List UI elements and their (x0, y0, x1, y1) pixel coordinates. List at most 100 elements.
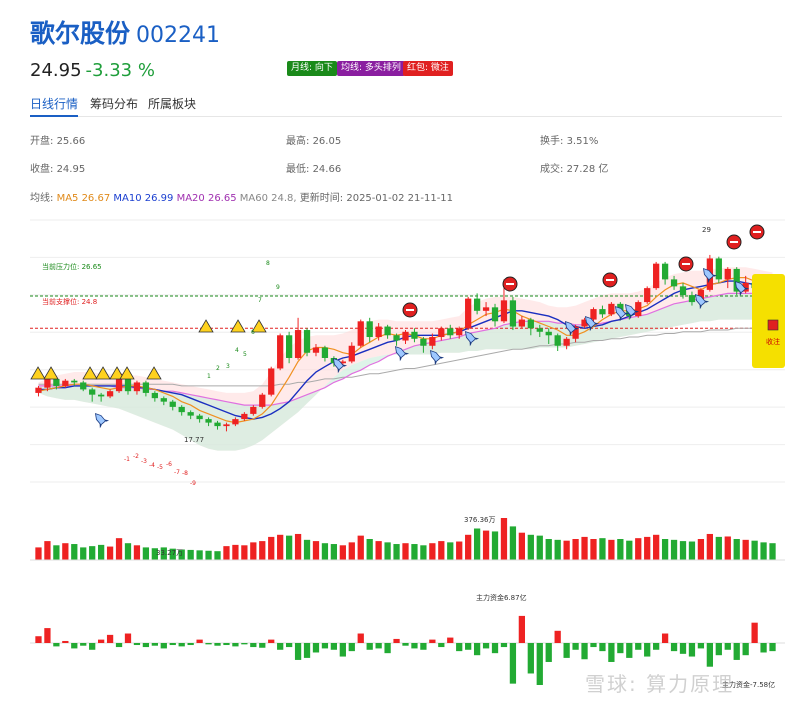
stat-turnover: 换手: 3.51% (540, 136, 599, 147)
volume-bar (98, 544, 105, 560)
candle-body (688, 295, 696, 303)
volume-bar (133, 545, 141, 560)
rocket-body (585, 316, 597, 329)
stat-open: 开盘: 25.66 (30, 136, 86, 147)
stop-bar (682, 263, 690, 265)
candle-body (339, 361, 346, 364)
candle-body (491, 307, 499, 322)
capital-bar (62, 640, 69, 643)
band-lower-area (38, 293, 773, 451)
capital-bar (98, 639, 105, 643)
candle-body (724, 268, 731, 280)
candle-body (599, 309, 606, 315)
tab-divider (30, 116, 782, 117)
capital-label: 主力资金6.87亿 (476, 593, 527, 602)
volume-panel (30, 518, 785, 561)
candle-body (420, 338, 427, 346)
stat-high: 最高: 26.05 (286, 136, 342, 147)
volume-bar (465, 534, 472, 560)
candle-body (250, 406, 257, 414)
capital-bar (115, 643, 123, 648)
candle-body (294, 330, 302, 358)
candle-body (393, 335, 400, 341)
capital-bar (715, 643, 722, 656)
tab-sectors[interactable]: 所属板块 (148, 97, 197, 111)
capital-bar (250, 643, 257, 648)
volume-bar (679, 541, 687, 560)
volume-bar (536, 535, 543, 560)
signals (30, 224, 765, 429)
volume-bar (626, 540, 633, 560)
volume-bar (142, 547, 150, 560)
volume-bar (563, 540, 570, 560)
capital-bar (706, 643, 713, 667)
capital-bar (420, 643, 427, 650)
green-count: 3 (226, 363, 230, 370)
rocket-body (395, 346, 407, 359)
capital-bar (536, 643, 543, 685)
warning-shape (82, 366, 98, 380)
volume-bar (697, 539, 705, 560)
warning-icon (109, 366, 125, 380)
capital-bar (670, 643, 678, 652)
capital-bar (402, 643, 409, 646)
candle-body (581, 319, 588, 327)
volume-bar (339, 545, 346, 560)
capital-bar (465, 643, 472, 650)
candle-body (142, 382, 150, 393)
capital-bar (760, 643, 767, 653)
capital-bar (89, 643, 96, 650)
tab-daily[interactable]: 日线行情 (30, 97, 79, 111)
volume-bar (321, 543, 329, 560)
rocket-body (430, 350, 442, 363)
volume-bar (644, 536, 651, 560)
capital-bar (330, 643, 338, 650)
capital-bar (482, 643, 490, 649)
volume-bar (769, 543, 776, 560)
rocket-body (625, 304, 637, 317)
volume-bar (330, 544, 338, 560)
capital-bar (142, 643, 150, 648)
rocket-icon (565, 321, 580, 337)
warning-shape (251, 319, 267, 333)
volume-bar (160, 547, 167, 560)
volume-bar (250, 542, 257, 560)
candle-body (456, 328, 463, 336)
update-time: 2025-01-02 21-11-11 (346, 193, 454, 204)
volume-bar (241, 545, 248, 560)
volume-bar (572, 539, 579, 560)
green-count: 8 (266, 260, 270, 267)
candle-body (98, 394, 105, 397)
green-count: 1 (207, 373, 211, 380)
capital-bar (169, 643, 176, 646)
change-percent: -3.33 % (85, 60, 155, 81)
volume-bar (294, 533, 302, 560)
warning-shape (146, 366, 162, 380)
volume-bar (518, 532, 526, 560)
candle-body (53, 378, 60, 386)
capital-bar (599, 643, 606, 652)
candle-body (590, 309, 597, 320)
rocket-body (735, 281, 747, 294)
candle-body (205, 419, 212, 423)
red-count: -9 (190, 480, 196, 487)
watermark: 雪球: 算力原理 (585, 672, 735, 696)
candle-body (608, 303, 615, 315)
candle-body (653, 263, 660, 289)
ma60-value: MA60 24.8, (239, 193, 297, 204)
volume-bar (196, 550, 203, 560)
volume-bar (393, 544, 400, 560)
stop-icon (402, 302, 418, 318)
capital-bar (411, 643, 418, 649)
ma60-line (38, 327, 773, 387)
badge-monthly-trend: 月线: 向下 (287, 61, 337, 76)
warning-icon (119, 366, 135, 380)
candle-body (617, 303, 624, 311)
red-count: -2 (133, 453, 139, 460)
warning-icon (30, 366, 46, 380)
tab-chip-distribution[interactable]: 筹码分布 (90, 97, 139, 111)
candle-body (348, 345, 355, 362)
warning-icon (146, 366, 162, 380)
candle-body (438, 328, 445, 338)
volume-bar (80, 547, 87, 560)
